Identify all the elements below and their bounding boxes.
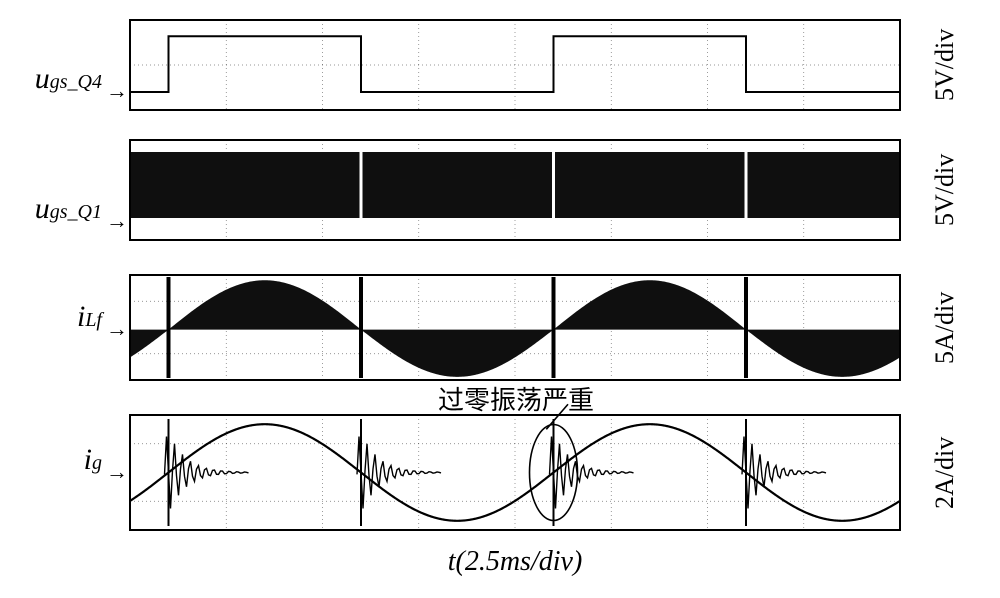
ylabel-ugsQ1: ugs_Q1 [0, 192, 102, 226]
baseline-arrow-ig: → [106, 459, 128, 485]
ylabel-ig: ig [0, 443, 102, 477]
annotation-zero-crossing: 过零振荡严重 [438, 380, 594, 417]
yscale-ig: 2A/div [930, 425, 960, 521]
yscale-iLf: 5A/div [930, 280, 960, 376]
baseline-arrow-ugsQ1: → [106, 208, 128, 234]
yscale-ugsQ1: 5V/div [930, 142, 960, 238]
ylabel-ugsQ4: ugs_Q4 [0, 62, 102, 96]
yscale-ugsQ4: 5V/div [930, 17, 960, 113]
baseline-arrow-iLf: → [106, 316, 128, 342]
baseline-arrow-ugsQ4: → [106, 78, 128, 104]
x-axis-label: t(2.5ms/div) [130, 546, 900, 578]
ylabel-iLf: iLf [0, 300, 102, 334]
